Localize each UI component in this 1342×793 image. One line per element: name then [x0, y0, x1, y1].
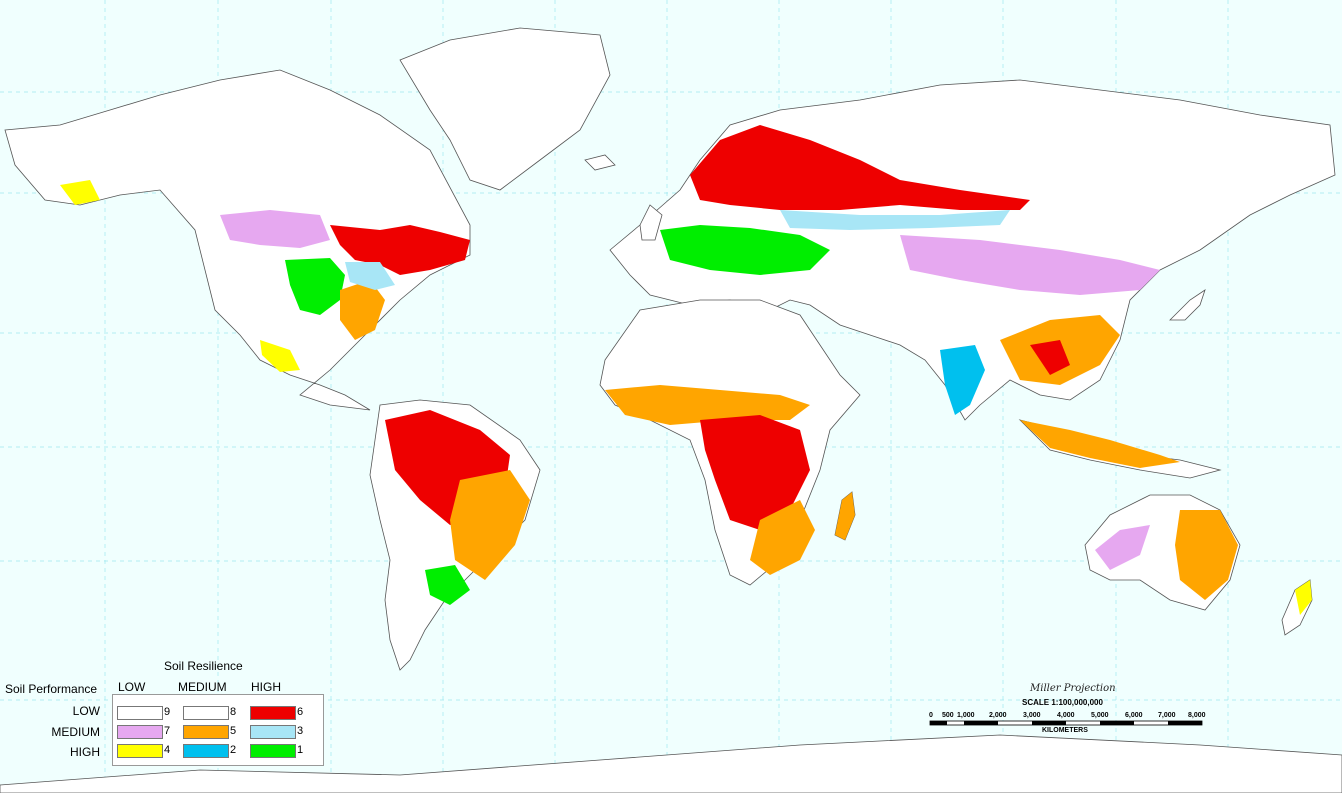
iceland [584, 154, 616, 171]
scale-tick-7000: 7,000 [1158, 712, 1176, 719]
soil-region-us-cyan [345, 262, 395, 290]
resilience-title: Soil Resilience [164, 659, 243, 673]
soil-region-canada-pink [220, 210, 330, 248]
greenland [399, 27, 611, 191]
soil-region-canada-red [330, 225, 470, 275]
swatch-1-label: 1 [297, 744, 304, 756]
projection-label: Miller Projection [1030, 683, 1116, 694]
soil-region-seasia-red [1030, 340, 1070, 375]
scale-tick-2000: 2,000 [989, 712, 1007, 719]
scale-unit: KILOMETERS [1042, 727, 1088, 734]
soil-region-madagascar-orange [835, 492, 855, 540]
antarctica [0, 734, 1342, 793]
soil-region-us-orange [340, 280, 385, 340]
swatch-9-label: 9 [164, 706, 171, 718]
soil-region-alaska-yellow [60, 180, 100, 205]
uk [639, 204, 663, 241]
scale-tick-500: 500 [942, 712, 954, 719]
soil-region-africa-orange [750, 500, 815, 575]
soil-region-sahel-orange [605, 385, 810, 425]
soil-region-siberia-pink [900, 235, 1160, 295]
soil-region-europe-green [660, 225, 830, 275]
soil-region-russia-cyan [780, 210, 1010, 230]
soil-region-australia-pink [1095, 525, 1150, 570]
swatch-3-label: 3 [297, 725, 304, 737]
soil-region-newzealand-yellow [1295, 580, 1312, 615]
swatch-8-label: 8 [230, 706, 237, 718]
swatch-7 [117, 725, 163, 739]
performance-low: LOW [72, 704, 100, 718]
soil-region-brazil-orange [450, 470, 530, 580]
resilience-medium: MEDIUM [178, 680, 227, 694]
scale-tick-3000: 3,000 [1023, 712, 1041, 719]
swatch-9 [117, 706, 163, 720]
swatch-7-label: 7 [164, 725, 171, 737]
scale-tick-0: 0 [929, 712, 933, 719]
resilience-high: HIGH [251, 680, 281, 694]
scale-tick-1000: 1,000 [957, 712, 975, 719]
soil-region-congo-red [700, 415, 810, 530]
soil-region-us-green [285, 258, 345, 315]
scale-tick-5000: 5,000 [1091, 712, 1109, 719]
swatch-6 [250, 706, 296, 720]
performance-medium: MEDIUM [51, 725, 100, 739]
scale-bar [929, 720, 1203, 726]
performance-high: HIGH [70, 745, 100, 759]
swatch-2 [183, 744, 229, 758]
scale-tick-6000: 6,000 [1125, 712, 1143, 719]
soil-region-australia-orange [1175, 510, 1238, 600]
japan [1169, 289, 1206, 321]
swatch-6-label: 6 [297, 706, 304, 718]
soil-region-indonesia-orange [1020, 420, 1180, 468]
performance-title: Soil Performance [5, 682, 98, 696]
resilience-low: LOW [118, 680, 146, 694]
scale-tick-4000: 4,000 [1057, 712, 1075, 719]
swatch-8 [183, 706, 229, 720]
swatch-4 [117, 744, 163, 758]
swatch-5 [183, 725, 229, 739]
swatch-2-label: 2 [230, 744, 237, 756]
soil-region-pampas-green [425, 565, 470, 605]
swatch-5-label: 5 [230, 725, 237, 737]
scale-label: SCALE 1:100,000,000 [1022, 698, 1103, 707]
swatch-3 [250, 725, 296, 739]
soil-region-mexico [260, 340, 300, 372]
soil-region-scandinavia-red [690, 125, 1030, 210]
swatch-4-label: 4 [164, 744, 171, 756]
scale-tick-8000: 8,000 [1188, 712, 1206, 719]
soil-region-india-cyan [940, 345, 985, 415]
swatch-1 [250, 744, 296, 758]
soil-regions [60, 125, 1312, 615]
